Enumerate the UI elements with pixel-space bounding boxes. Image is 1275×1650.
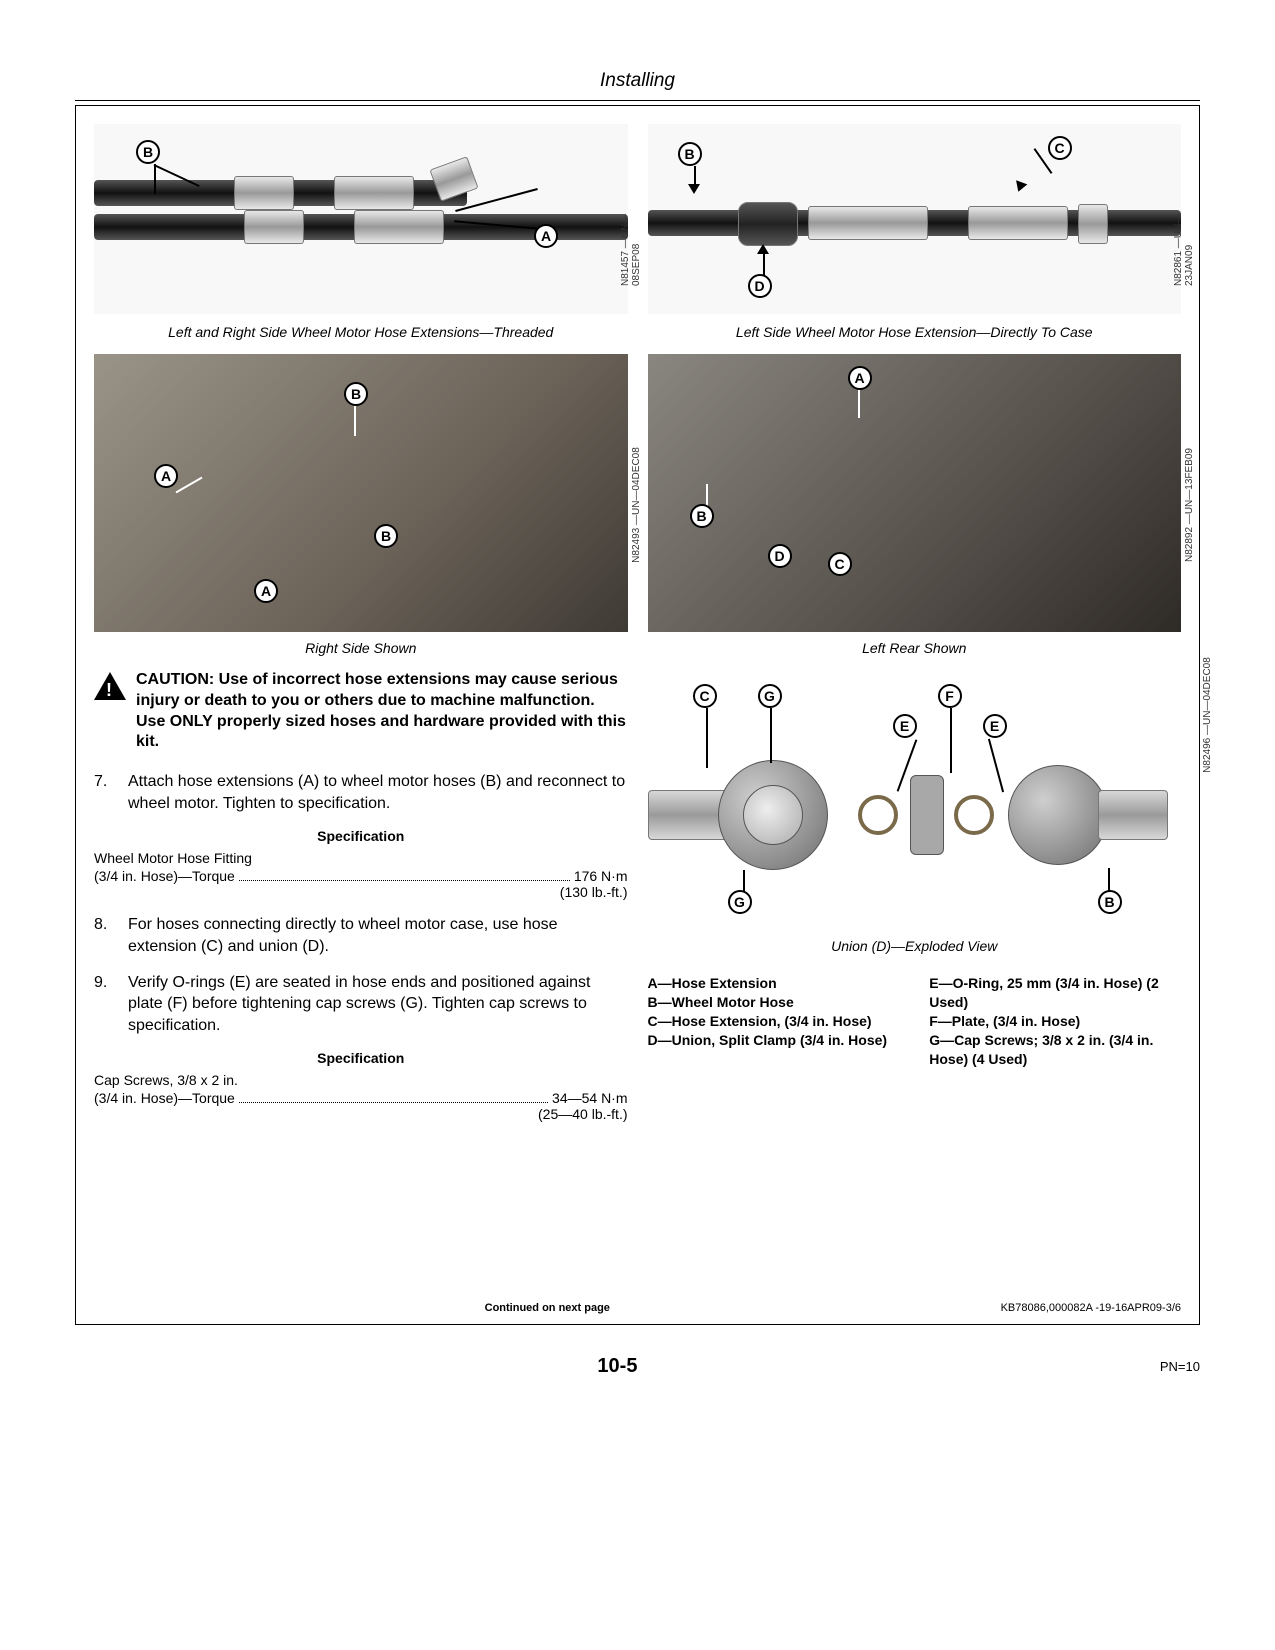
callout-c: C xyxy=(693,684,717,708)
step-number: 9. xyxy=(94,972,114,1037)
caution-text: CAUTION: Use of incorrect hose extension… xyxy=(136,670,628,753)
callout-a: A xyxy=(848,366,872,390)
page-number: 10-5 xyxy=(75,1355,1160,1378)
callout-b: B xyxy=(344,382,368,406)
figure-top-right: B C D xyxy=(648,124,1182,314)
figure-caption: Union (D)—Exploded View xyxy=(648,938,1182,954)
caution-icon xyxy=(94,672,126,700)
step-text: Attach hose extensions (A) to wheel moto… xyxy=(128,771,628,814)
callout-d: D xyxy=(768,544,792,568)
step-9: 9. Verify O-rings (E) are seated in hose… xyxy=(94,972,628,1037)
spec-line: Cap Screws, 3/8 x 2 in. xyxy=(94,1072,628,1088)
legend-item: E—O-Ring, 25 mm (3/4 in. Hose) (2 Used) xyxy=(929,974,1181,1012)
page-footer: 10-5 PN=10 xyxy=(75,1325,1200,1378)
step-8: 8. For hoses connecting directly to whee… xyxy=(94,914,628,957)
callout-b: B xyxy=(374,524,398,548)
figure-caption: Left and Right Side Wheel Motor Hose Ext… xyxy=(94,324,628,340)
section-header: Installing xyxy=(75,70,1200,101)
callout-b: B xyxy=(690,504,714,528)
legend-item: G—Cap Screws; 3/8 x 2 in. (3/4 in. Hose)… xyxy=(929,1031,1181,1069)
spec-title: Specification xyxy=(94,828,628,844)
figure-code: N82496 —UN—04DEC08 xyxy=(1202,657,1213,773)
step-7: 7. Attach hose extensions (A) to wheel m… xyxy=(94,771,628,814)
spec-torque-line: (3/4 in. Hose)—Torque 176 N·m xyxy=(94,868,628,884)
callout-d: D xyxy=(748,274,772,298)
callout-b: B xyxy=(678,142,702,166)
parts-legend: A—Hose Extension B—Wheel Motor Hose C—Ho… xyxy=(648,974,1182,1068)
spec-label: (3/4 in. Hose)—Torque xyxy=(94,868,235,884)
spec-value: 34—54 N·m xyxy=(552,1090,627,1106)
spec-subvalue: (25—40 lb.-ft.) xyxy=(94,1106,628,1122)
callout-g: G xyxy=(758,684,782,708)
callout-f: F xyxy=(938,684,962,708)
legend-item: F—Plate, (3/4 in. Hose) xyxy=(929,1012,1181,1031)
legend-item: C—Hose Extension, (3/4 in. Hose) xyxy=(648,1012,900,1031)
figure-top-left: B A xyxy=(94,124,628,314)
inner-footer: Continued on next page KB78086,000082A -… xyxy=(94,1302,1181,1314)
callout-c: C xyxy=(1048,136,1072,160)
spec-value: 176 N·m xyxy=(574,868,628,884)
figure-exploded: C G F E E G B xyxy=(648,670,1182,930)
callout-a: A xyxy=(534,224,558,248)
spec-subvalue: (130 lb.-ft.) xyxy=(94,884,628,900)
callout-e: E xyxy=(983,714,1007,738)
content-frame: B A N81457 —UN—08SEP08 Left and Right Si… xyxy=(75,105,1200,1325)
legend-item: A—Hose Extension xyxy=(648,974,900,993)
spec-title: Specification xyxy=(94,1050,628,1066)
figure-caption: Right Side Shown xyxy=(94,640,628,656)
instruction-text-column: CAUTION: Use of incorrect hose extension… xyxy=(94,670,628,1122)
figure-caption: Left Side Wheel Motor Hose Extension—Dir… xyxy=(648,324,1182,340)
figure-code: N82861 —UN—23JAN09 xyxy=(1173,178,1195,286)
doc-reference: KB78086,000082A -19-16APR09-3/6 xyxy=(1001,1302,1181,1314)
callout-c: C xyxy=(828,552,852,576)
figure-code: N82892 —UN—13FEB09 xyxy=(1184,448,1195,562)
figure-mid-left: B A B A xyxy=(94,354,628,632)
callout-g: G xyxy=(728,890,752,914)
figure-code: N82493 —UN—04DEC08 xyxy=(631,447,642,563)
spec-label: (3/4 in. Hose)—Torque xyxy=(94,1090,235,1106)
step-text: Verify O-rings (E) are seated in hose en… xyxy=(128,972,628,1037)
callout-a: A xyxy=(254,579,278,603)
callout-b: B xyxy=(1098,890,1122,914)
step-text: For hoses connecting directly to wheel m… xyxy=(128,914,628,957)
callout-a: A xyxy=(154,464,178,488)
step-number: 8. xyxy=(94,914,114,957)
step-number: 7. xyxy=(94,771,114,814)
legend-item: D—Union, Split Clamp (3/4 in. Hose) xyxy=(648,1031,900,1050)
figure-mid-right: A B D C xyxy=(648,354,1182,632)
callout-e: E xyxy=(893,714,917,738)
legend-item: B—Wheel Motor Hose xyxy=(648,993,900,1012)
spec-torque-line: (3/4 in. Hose)—Torque 34—54 N·m xyxy=(94,1090,628,1106)
callout-b: B xyxy=(136,140,160,164)
pn-number: PN=10 xyxy=(1160,1359,1200,1374)
continued-label: Continued on next page xyxy=(94,1302,1001,1314)
figure-caption: Left Rear Shown xyxy=(648,640,1182,656)
figure-code: N81457 —UN—08SEP08 xyxy=(620,178,642,286)
spec-line: Wheel Motor Hose Fitting xyxy=(94,850,628,866)
